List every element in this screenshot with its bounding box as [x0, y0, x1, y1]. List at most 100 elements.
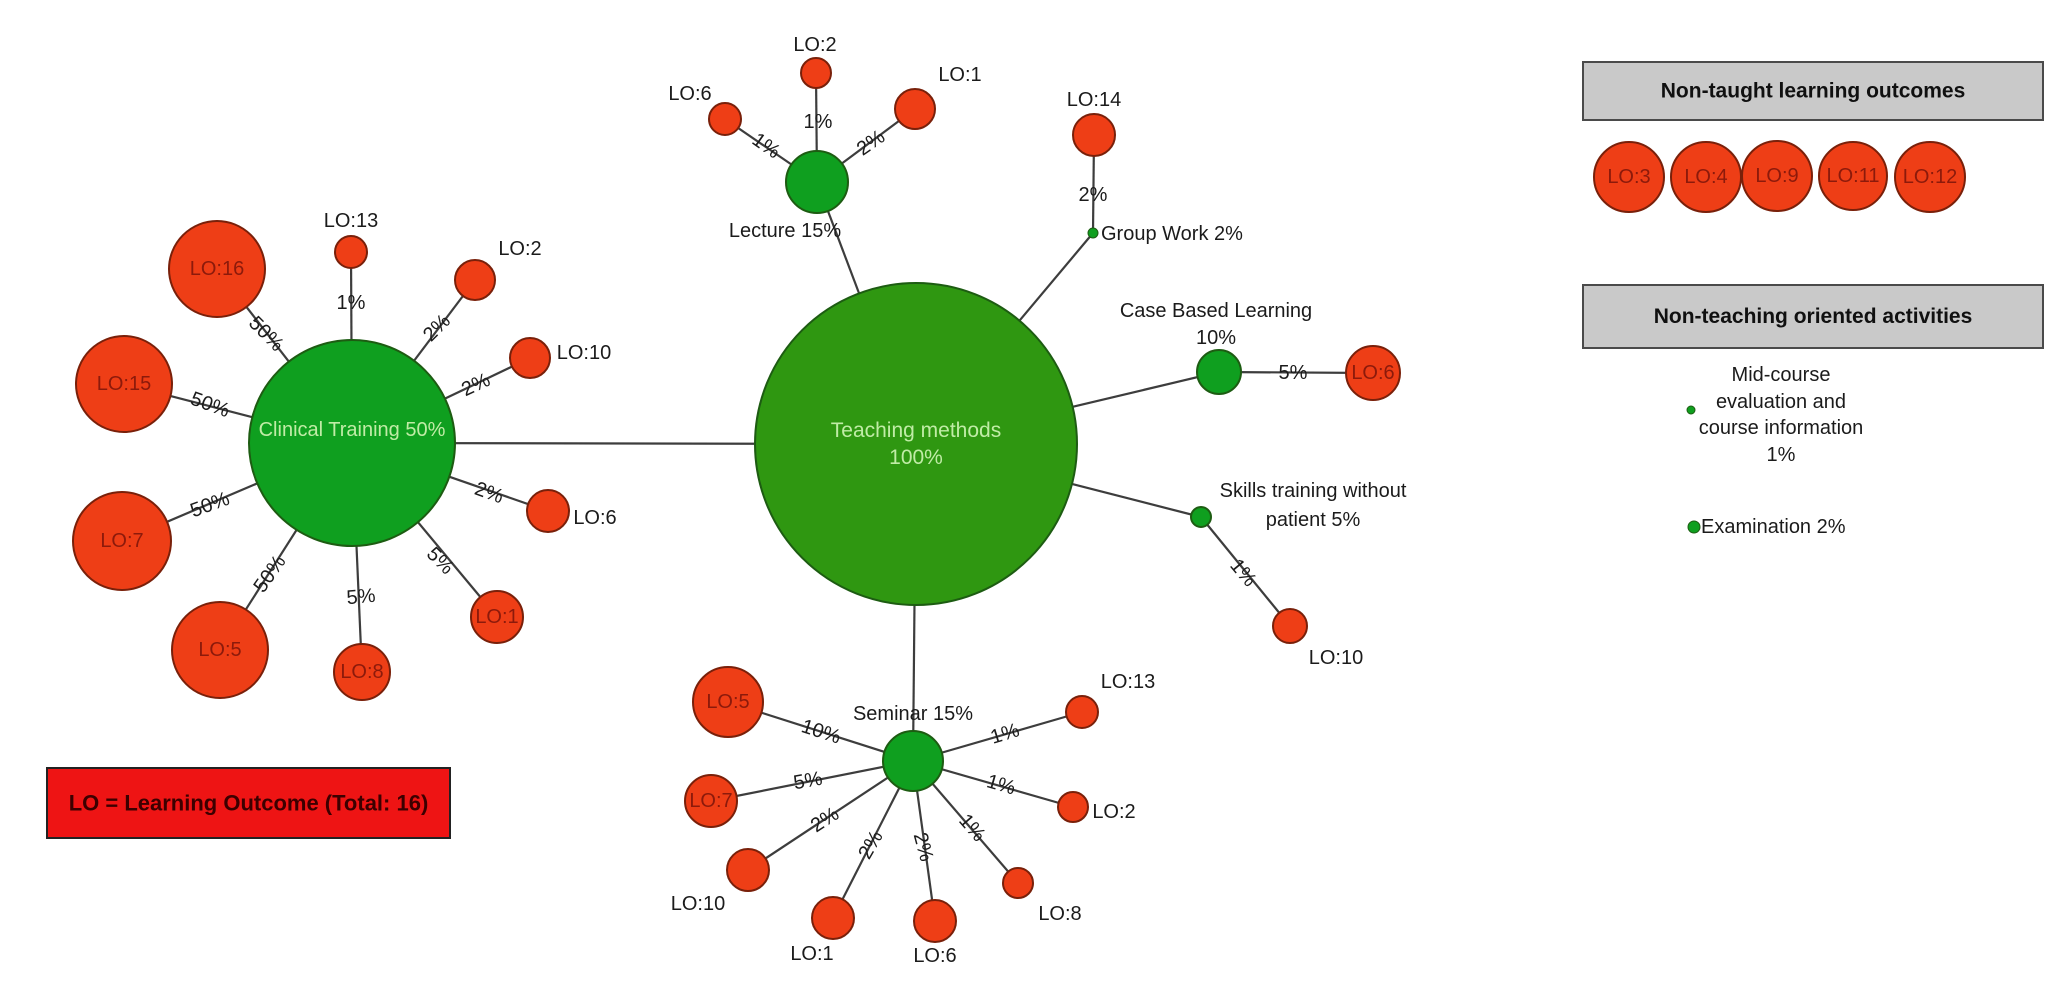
node-s-lo7	[684, 774, 738, 828]
seminar-label: Seminar 15%	[853, 703, 973, 725]
node-c-lo13	[334, 235, 368, 269]
node-seminar	[882, 730, 944, 792]
node-c-lo8-label: LO:8	[340, 661, 383, 683]
edge-seminar-s-lo7	[710, 759, 914, 803]
pct-seminar-lo5: 10%	[799, 715, 844, 748]
edge-seminar-s-lo10	[747, 760, 914, 871]
node-s-lo5-label: LO:5	[706, 691, 749, 713]
pct-skills-lo10: 1%	[1225, 555, 1261, 591]
pct-cbl-lo6: 5%	[1279, 362, 1308, 384]
node-p-lo4-label: LO:4	[1684, 166, 1727, 188]
midcourse-label-line3: course information	[1699, 417, 1864, 439]
node-c-lo8	[333, 643, 391, 701]
node-s-lo1	[811, 896, 855, 940]
lo13-seminar-label: LO:13	[1101, 671, 1155, 693]
node-s-lo5	[692, 666, 764, 738]
node-clinical	[248, 339, 456, 547]
edge-skills-sk-lo10	[1200, 516, 1291, 627]
node-c-lo6	[526, 489, 570, 533]
node-s-lo7-label: LO:7	[689, 790, 732, 812]
node-lecture	[785, 150, 849, 214]
midcourse-label-line1: Mid-course	[1732, 364, 1831, 386]
lo10-clinical-label: LO:10	[557, 342, 611, 364]
node-midcourse	[1686, 405, 1696, 415]
cbl-label-line2: 10%	[1196, 327, 1236, 349]
node-p-lo3	[1593, 141, 1665, 213]
panel-title-2: Non-teaching oriented activities	[1654, 305, 1973, 328]
lo1-seminar-label: LO:1	[790, 943, 833, 965]
node-c-lo2	[454, 259, 496, 301]
lo10-skills-label: LO:10	[1309, 647, 1363, 669]
pct-clinical-lo8: 5%	[346, 585, 377, 609]
pct-clinical-lo13: 1%	[337, 292, 366, 314]
midcourse-label-line4: 1%	[1767, 444, 1796, 466]
node-p-lo11-label: LO:11	[1827, 165, 1880, 187]
node-s-lo8	[1002, 867, 1034, 899]
node-cbl	[1196, 349, 1242, 395]
node-p-lo3-label: LO:3	[1607, 166, 1650, 188]
node-c-lo5-label: LO:5	[198, 639, 241, 661]
pct-lo14-groupwork: 2%	[1079, 184, 1108, 206]
pct-clinical-lo5: 50%	[250, 551, 291, 597]
node-cb-lo6-label: LO:6	[1351, 362, 1394, 384]
midcourse-label-line2: evaluation and	[1716, 391, 1846, 413]
node-l-lo6	[708, 102, 742, 136]
pct-lecture-lo2: 1%	[804, 111, 833, 133]
node-l-lo1	[894, 88, 936, 130]
pct-seminar-lo1: 2%	[854, 827, 888, 863]
node-c-lo15	[75, 335, 173, 433]
node-c-lo15-label: LO:15	[97, 373, 151, 395]
pct-clinical-lo7: 50%	[187, 488, 232, 522]
node-p-lo12-label: LO:12	[1903, 166, 1957, 188]
lo14-label: LO:14	[1067, 89, 1121, 111]
panel-box-2	[1582, 284, 2044, 349]
node-s-lo6	[913, 899, 957, 943]
node-examination	[1687, 520, 1701, 534]
node-l-lo2	[800, 57, 832, 89]
pct-seminar-lo10: 2%	[807, 803, 843, 837]
lo2-seminar-label: LO:2	[1092, 801, 1135, 823]
node-p-lo4	[1670, 141, 1742, 213]
legend-box	[46, 767, 451, 839]
pct-clinical-lo15: 50%	[187, 388, 232, 422]
node-teaching-label: Teaching methods	[831, 419, 1001, 442]
pct-lecture-lo1: 2%	[853, 126, 889, 161]
lo1-lecture-label: LO:1	[938, 64, 981, 86]
node-c-lo16	[168, 220, 266, 318]
node-c-lo7-label: LO:7	[100, 530, 143, 552]
legend-layer: LO = Learning Outcome (Total: 16)	[46, 767, 451, 839]
cbl-label-line1: Case Based Learning	[1120, 300, 1312, 322]
node-p-lo12	[1894, 141, 1966, 213]
node-teaching	[754, 282, 1078, 606]
node-c-lo5	[171, 601, 269, 699]
skills-label-line1: Skills training without	[1220, 480, 1407, 502]
lo2-clinical-label: LO:2	[498, 238, 541, 260]
lecture-label: Lecture 15%	[729, 220, 842, 242]
node-sk-lo10	[1272, 608, 1308, 644]
lo10-seminar-label: LO:10	[671, 893, 725, 915]
node-c-lo1	[470, 590, 524, 644]
node-cb-lo6	[1345, 345, 1401, 401]
legend-label: LO = Learning Outcome (Total: 16)	[69, 791, 429, 816]
node-p-lo9-label: LO:9	[1755, 165, 1798, 187]
pct-clinical-lo16: 50%	[244, 312, 288, 356]
pct-lecture-lo6: 1%	[748, 129, 784, 164]
node-s-lo2	[1057, 791, 1089, 823]
node-p-lo11	[1818, 141, 1888, 211]
node-clinical-label: Clinical Training 50%	[259, 419, 446, 441]
node-teaching-label: 100%	[889, 446, 943, 469]
pct-seminar-lo6: 2%	[909, 830, 938, 864]
examination-label: Examination 2%	[1701, 516, 1846, 538]
lo6-clinical-label: LO:6	[573, 507, 616, 529]
node-c-lo1-label: LO:1	[475, 606, 518, 628]
node-lo14	[1072, 113, 1116, 157]
node-p-lo9	[1741, 140, 1813, 212]
groupwork-label: Group Work 2%	[1101, 223, 1243, 245]
pct-seminar-lo2: 1%	[984, 770, 1018, 799]
skills-label-line2: patient 5%	[1266, 509, 1361, 531]
node-s-lo10	[726, 848, 770, 892]
node-c-lo16-label: LO:16	[190, 258, 244, 280]
pct-clinical-lo6: 2%	[472, 478, 507, 509]
